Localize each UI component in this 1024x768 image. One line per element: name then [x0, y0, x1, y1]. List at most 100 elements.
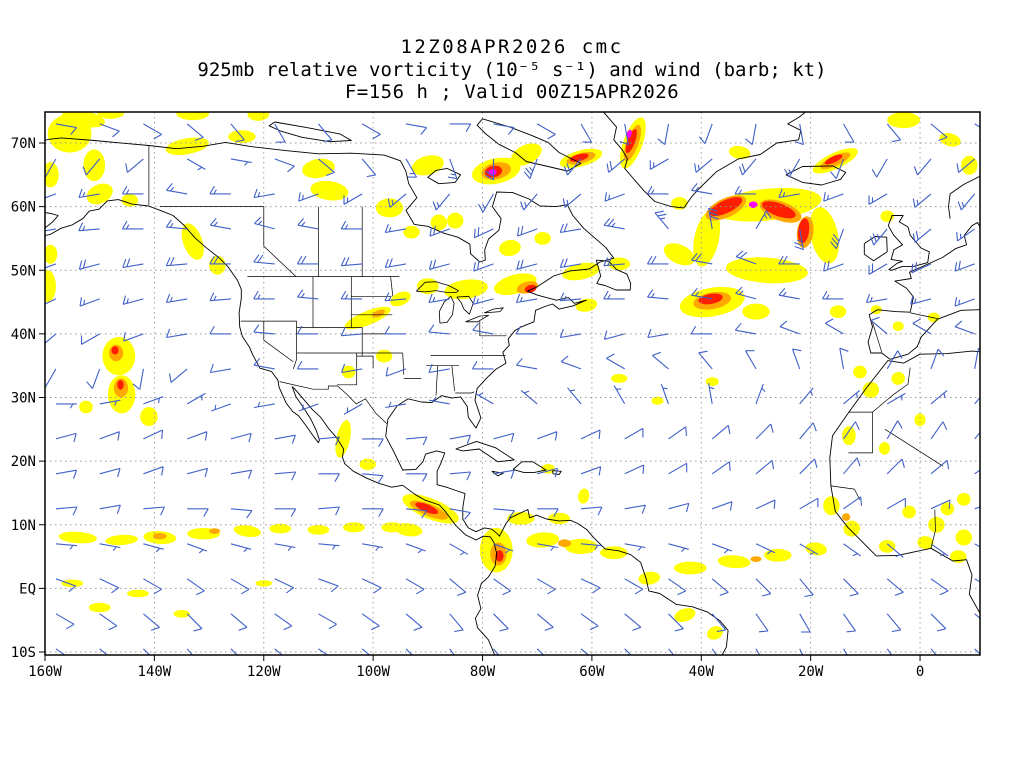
- vorticity-shade-level1: [879, 442, 890, 455]
- wind-barb: [55, 123, 78, 135]
- wind-barb: [886, 578, 904, 596]
- wind-barb: [755, 210, 772, 230]
- wind-barb: [318, 578, 339, 593]
- wind-barb: [343, 403, 363, 415]
- wind-barb: [362, 543, 383, 551]
- wind-barb: [99, 431, 120, 441]
- wind-barb: [974, 123, 980, 128]
- wind-barb: [712, 543, 733, 554]
- wind-barb: [318, 473, 340, 482]
- border-line: [402, 352, 405, 375]
- coastline: [867, 222, 980, 360]
- wind-barb: [405, 648, 413, 655]
- vorticity-shade-level1: [444, 279, 488, 300]
- vorticity-shade-level1: [809, 207, 839, 264]
- wind-barb: [778, 255, 800, 265]
- wind-barb: [580, 578, 601, 594]
- border-line: [263, 206, 297, 277]
- border-line: [435, 365, 439, 396]
- wind-barb: [384, 325, 406, 335]
- wind-barb: [166, 183, 188, 195]
- vorticity-shade-level1: [61, 112, 105, 128]
- vorticity-shade-level1: [510, 143, 542, 166]
- wind-barb: [82, 158, 101, 176]
- wind-barb: [405, 578, 425, 595]
- wind-barb: [493, 543, 514, 554]
- vorticity-shade-level1: [638, 571, 661, 585]
- vorticity-shade-level1: [693, 210, 721, 267]
- wind-barb: [711, 424, 731, 440]
- wind-barb: [886, 123, 902, 143]
- wind-barb: [318, 613, 337, 630]
- wind-barb: [143, 578, 162, 595]
- wind-barb: [755, 383, 766, 405]
- wind-barb: [537, 508, 559, 517]
- vorticity-shade-level1: [302, 158, 335, 179]
- wind-barb: [45, 368, 57, 388]
- wind-barb: [143, 466, 164, 476]
- wind-barb: [691, 183, 713, 195]
- wind-barb: [428, 324, 450, 335]
- wind-barb: [230, 469, 253, 479]
- wind-barb: [99, 123, 120, 138]
- wind-barb: [121, 185, 144, 195]
- wind-barb: [428, 293, 450, 304]
- lon-tick-label: 140W: [138, 664, 172, 680]
- wind-barb: [930, 348, 945, 370]
- wind-barb: [910, 295, 932, 305]
- wind-barb: [536, 613, 554, 631]
- wind-barb: [449, 648, 455, 655]
- vorticity-shade-level1: [61, 579, 84, 588]
- wind-barb: [930, 459, 950, 475]
- wind-barb: [930, 613, 947, 632]
- vorticity-shade-level1: [140, 407, 158, 427]
- wind-barb: [911, 262, 932, 274]
- vorticity-shade-level1: [341, 365, 356, 379]
- wind-barb: [956, 158, 976, 173]
- wind-barb: [734, 322, 757, 335]
- wind-barb: [143, 396, 164, 405]
- wind-barb: [755, 459, 775, 475]
- wind-barb: [930, 543, 949, 557]
- vorticity-shade-level2: [558, 539, 572, 547]
- wind-barb: [843, 613, 856, 633]
- vorticity-shade-level3: [495, 550, 504, 562]
- wind-barb: [187, 431, 208, 441]
- wind-barb: [843, 578, 859, 597]
- wind-barb: [297, 218, 319, 230]
- wind-barb: [362, 508, 384, 517]
- vorticity-shade-level1: [499, 239, 521, 257]
- wind-barb: [387, 193, 407, 208]
- wind-barb: [340, 327, 363, 337]
- wind-barb: [868, 193, 888, 205]
- wind-barb: [619, 123, 629, 146]
- wind-barb: [712, 501, 733, 511]
- wind-barb: [647, 328, 669, 339]
- border-line: [910, 312, 938, 319]
- wind-barb: [654, 210, 669, 230]
- wind-barb: [784, 158, 801, 178]
- vorticity-shade-level1: [541, 464, 555, 474]
- vorticity-shade-level1: [961, 155, 978, 175]
- vorticity-shade-level1: [403, 225, 420, 239]
- wind-barb: [318, 648, 329, 655]
- wind-barb: [930, 389, 948, 405]
- wind-barb: [361, 578, 382, 594]
- coastline: [863, 236, 888, 262]
- vorticity-shade-level1: [310, 180, 349, 201]
- wind-barb: [493, 432, 515, 443]
- wind-barb: [537, 543, 558, 551]
- vorticity-shade-level1: [176, 112, 210, 121]
- wind-barb: [603, 330, 625, 340]
- wind-barb: [318, 543, 340, 550]
- wind-barb: [318, 506, 340, 516]
- wind-barb: [125, 158, 144, 173]
- border-line: [356, 355, 374, 369]
- wind-barb: [274, 471, 297, 481]
- wind-barb: [516, 357, 538, 370]
- wind-barb: [865, 293, 888, 304]
- wind-barb: [830, 228, 845, 249]
- wind-barb: [274, 123, 286, 143]
- border-line: [479, 321, 507, 337]
- wind-barb: [843, 389, 860, 405]
